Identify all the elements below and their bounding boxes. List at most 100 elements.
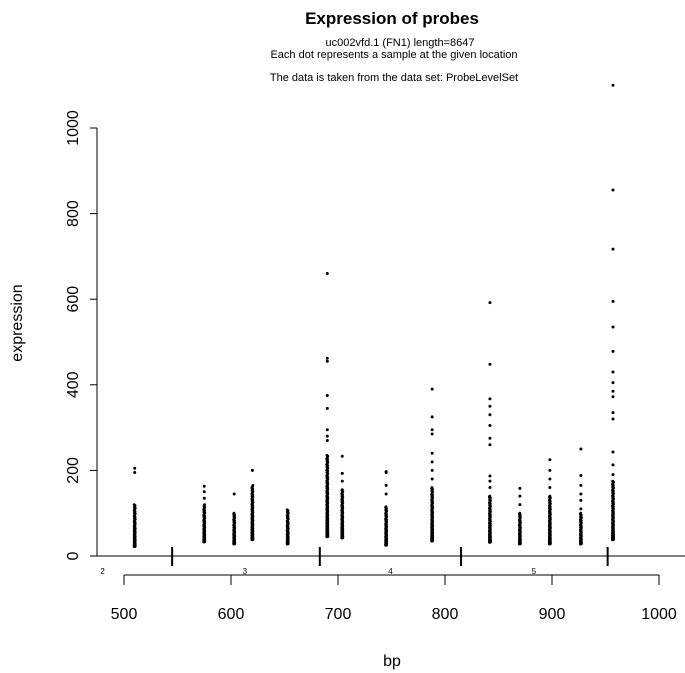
data-point	[548, 458, 552, 462]
data-point	[132, 503, 136, 507]
data-point	[325, 454, 329, 457]
data-point	[579, 483, 583, 487]
data-point	[611, 83, 615, 87]
data-point	[488, 486, 492, 490]
data-point	[579, 447, 583, 451]
data-point	[488, 479, 492, 483]
x-tick-label: 1000	[641, 606, 677, 623]
data-point	[611, 473, 615, 477]
data-point	[340, 471, 344, 475]
data-point	[518, 503, 522, 507]
y-tick-label: 200	[65, 457, 82, 484]
data-point	[325, 434, 329, 438]
data-point	[488, 494, 492, 498]
data-point	[340, 479, 344, 483]
data-point	[548, 468, 552, 472]
exon-label: 5	[532, 567, 537, 576]
x-axis: 500 600 700 800 900 1000	[111, 574, 677, 623]
data-point	[488, 362, 492, 366]
data-point	[488, 413, 492, 417]
data-point	[430, 451, 434, 455]
data-point	[430, 486, 434, 489]
data-point	[518, 486, 522, 490]
data-point	[340, 454, 344, 458]
chart-title: Expression of probes	[305, 9, 479, 28]
data-point	[611, 325, 615, 329]
x-tick-label: 700	[325, 606, 352, 623]
chart-subtitle-line-3: The data is taken from the data set: Pro…	[270, 72, 518, 84]
y-tick-label: 1000	[65, 110, 82, 146]
y-tick-label: 800	[65, 200, 82, 227]
data-point	[430, 477, 434, 481]
data-point	[518, 511, 522, 515]
data-point	[325, 438, 329, 442]
data-point	[611, 411, 615, 415]
y-axis: 0 200 400 600 800 1000	[65, 110, 98, 560]
data-point	[548, 494, 552, 498]
data-point	[285, 508, 289, 512]
data-point	[430, 432, 434, 436]
exon-label: 4	[388, 567, 393, 576]
data-point	[611, 188, 615, 192]
data-point	[325, 406, 329, 410]
data-point	[518, 494, 522, 498]
data-point	[611, 479, 615, 483]
data-point	[488, 423, 492, 427]
data-point	[232, 492, 236, 496]
data-point	[202, 496, 206, 500]
data-point	[611, 349, 615, 353]
data-point	[325, 428, 329, 432]
data-point	[133, 471, 137, 475]
data-point	[325, 356, 329, 360]
data-point	[611, 450, 615, 454]
x-tick-label: 900	[539, 606, 566, 623]
data-point	[579, 492, 583, 496]
chart-subtitle-line-2: Each dot represents a sample at the give…	[270, 49, 517, 61]
y-axis-label: expression	[9, 284, 26, 361]
y-tick-label: 0	[65, 551, 82, 560]
data-point	[611, 389, 615, 393]
data-point	[384, 492, 388, 496]
data-point	[488, 404, 492, 408]
data-point	[579, 474, 583, 478]
exon-label: 3	[243, 567, 248, 576]
data-point	[488, 443, 492, 447]
x-tick-label: 800	[432, 606, 459, 623]
data-point	[430, 415, 434, 419]
chart-subtitle-line-1: uc002vfd.1 (FN1) length=8647	[326, 37, 475, 49]
data-point	[488, 436, 492, 440]
x-axis-label: bp	[383, 653, 401, 670]
data-point	[611, 299, 615, 303]
x-tick-label: 500	[111, 606, 138, 623]
data-point	[251, 483, 255, 487]
data-point	[325, 272, 329, 276]
data-point	[325, 394, 329, 397]
data-point	[488, 301, 492, 305]
data-point	[430, 460, 434, 464]
data-point	[325, 359, 329, 363]
data-point	[611, 417, 615, 421]
y-tick-label: 600	[65, 286, 82, 313]
data-point	[133, 466, 137, 470]
data-point	[611, 370, 615, 374]
data-point	[202, 484, 206, 488]
data-point	[611, 381, 615, 385]
data-point	[203, 503, 207, 507]
data-point	[611, 463, 615, 467]
data-point	[232, 511, 236, 515]
data-point	[548, 486, 552, 490]
data-point	[548, 477, 552, 481]
data-point	[611, 247, 615, 251]
data-point	[384, 505, 388, 509]
data-point	[340, 488, 344, 492]
data-point	[579, 511, 583, 515]
data-point	[579, 498, 583, 502]
data-point	[430, 468, 434, 472]
exon-label: 2	[100, 567, 105, 576]
y-tick-label: 400	[65, 371, 82, 398]
data-point	[488, 474, 492, 478]
data-points	[132, 83, 615, 548]
data-point	[430, 387, 434, 391]
data-point	[430, 428, 434, 432]
